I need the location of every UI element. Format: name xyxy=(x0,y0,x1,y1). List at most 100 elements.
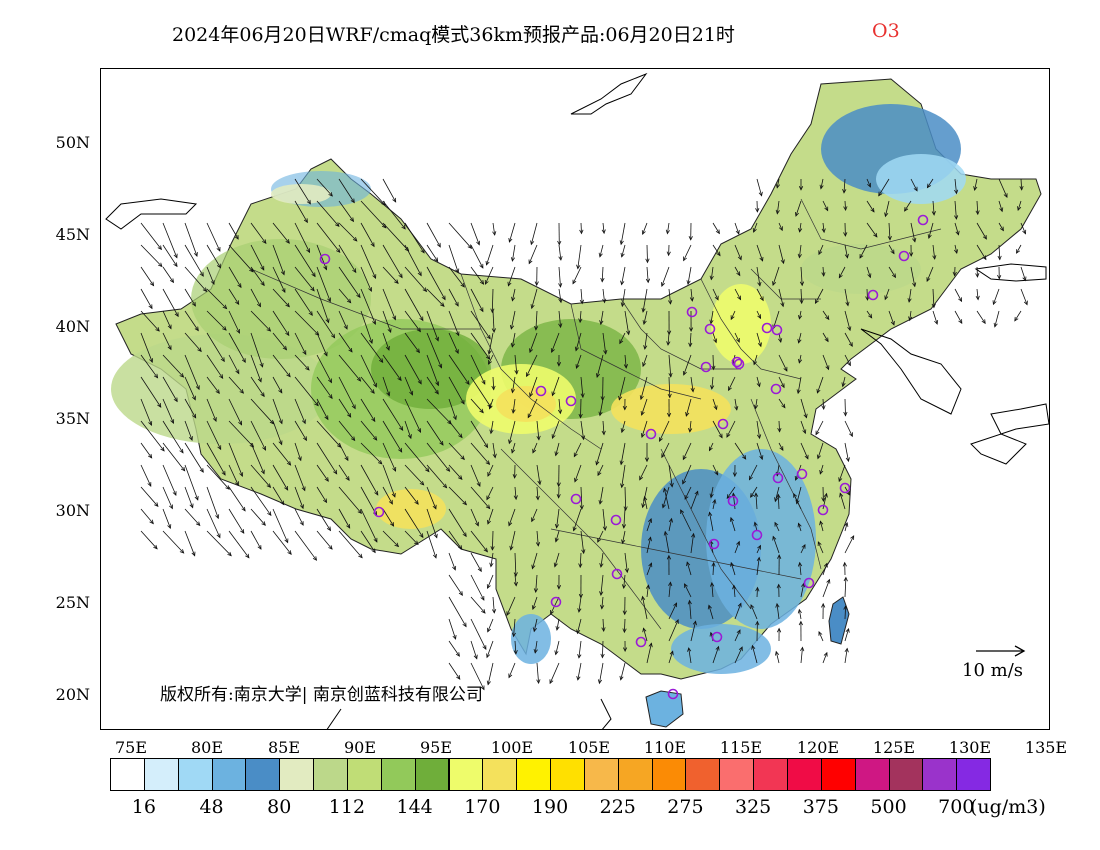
wind-arrow-head xyxy=(438,363,443,369)
wind-arrow xyxy=(513,618,516,637)
wind-arrow-head xyxy=(452,565,457,571)
wind-arrow-head xyxy=(462,500,468,506)
wind-arrow xyxy=(140,486,159,507)
wind-arrow-head xyxy=(955,230,960,236)
lat-label-45N: 45N xyxy=(55,225,90,244)
wind-arrow-head xyxy=(374,490,379,496)
wind-arrow xyxy=(470,244,484,269)
wind-arrow xyxy=(228,310,240,334)
wind-arrow xyxy=(668,464,673,487)
wind-arrow-head xyxy=(534,281,539,287)
wind-arrow xyxy=(382,178,397,203)
wind-arrow-head xyxy=(435,336,439,342)
wind-arrow xyxy=(404,442,430,472)
wind-arrow xyxy=(294,178,311,205)
wind-arrow xyxy=(492,530,494,550)
wind-arrow-head xyxy=(958,319,963,324)
wind-arrow-head xyxy=(345,476,350,481)
wind-arrow xyxy=(622,530,626,544)
wind-arrow-head xyxy=(356,293,361,299)
wind-arrow-head xyxy=(189,503,194,509)
wind-arrow xyxy=(577,662,582,680)
wind-arrow-head xyxy=(708,511,713,517)
wind-arrow-head xyxy=(487,519,491,525)
wind-arrow xyxy=(866,178,871,188)
wind-arrow xyxy=(668,518,672,532)
wind-arrow xyxy=(689,420,692,432)
wind-arrow xyxy=(250,398,274,425)
wind-arrow-head xyxy=(554,451,559,457)
wind-arrow xyxy=(756,332,762,347)
wind-arrow xyxy=(621,288,626,307)
wind-arrow xyxy=(664,531,670,554)
wind-arrow xyxy=(338,442,349,461)
wind-arrow xyxy=(404,332,420,353)
wind-arrow xyxy=(530,222,538,245)
wind-arrow xyxy=(228,354,240,374)
wind-arrow xyxy=(294,530,317,561)
wind-arrow-head xyxy=(821,497,826,503)
wind-arrow xyxy=(815,288,824,304)
wind-arrow xyxy=(624,354,627,368)
wind-arrow xyxy=(578,596,582,613)
wind-arrow-head xyxy=(772,535,777,541)
wind-arrow-head xyxy=(689,297,694,302)
wind-arrow-head xyxy=(799,299,804,305)
wind-arrow-head xyxy=(680,509,685,515)
colorbar-unit: (ug/m3) xyxy=(970,796,1046,818)
wind-arrow-head xyxy=(641,503,646,509)
wind-arrow xyxy=(514,574,517,586)
wind-arrow-head xyxy=(688,342,693,348)
wind-arrow-head xyxy=(310,286,315,292)
wind-arrow xyxy=(646,244,648,263)
wind-arrow-head xyxy=(663,530,668,536)
wind-arrow xyxy=(206,486,219,519)
wind-arrow-head xyxy=(776,583,781,589)
wind-arrow xyxy=(799,310,802,319)
wind-arrow xyxy=(680,509,692,532)
wind-arrow xyxy=(360,420,378,441)
wind-arrow-head xyxy=(661,453,666,459)
city-station-marker xyxy=(373,506,385,518)
wind-arrow xyxy=(316,244,327,270)
wind-arrow xyxy=(162,530,184,554)
wind-arrow xyxy=(470,574,485,601)
wind-arrow xyxy=(228,222,239,240)
wind-arrow-head xyxy=(982,255,987,261)
wind-arrow-head xyxy=(845,457,850,463)
wind-arrow-head xyxy=(891,273,896,279)
colorbar-swatch xyxy=(888,758,924,791)
wind-arrow-head xyxy=(716,251,721,257)
wind-arrow xyxy=(382,222,409,252)
wind-arrow xyxy=(338,464,350,481)
wind-arrow xyxy=(487,574,494,589)
wind-arrow xyxy=(998,244,1001,260)
wind-arrow-head xyxy=(235,369,240,375)
city-station-marker xyxy=(727,495,739,507)
wind-arrow-head xyxy=(579,229,584,235)
wind-arrow xyxy=(294,398,306,424)
wind-arrow-head xyxy=(818,630,823,636)
wind-arrow xyxy=(360,266,372,292)
wind-arrow-head xyxy=(641,230,646,236)
wind-arrow-head xyxy=(712,498,717,504)
wind-arrow xyxy=(448,530,463,550)
wind-arrow xyxy=(360,288,376,325)
wind-arrow-head xyxy=(620,302,625,308)
wind-arrow-head xyxy=(848,342,853,348)
wind-arrow-head xyxy=(842,561,847,567)
wind-arrow-head xyxy=(460,282,465,288)
wind-arrow-head xyxy=(278,419,283,425)
wind-arrow xyxy=(888,222,891,240)
wind-arrow xyxy=(162,288,179,317)
wind-arrow xyxy=(844,200,846,211)
wind-arrow xyxy=(690,533,694,554)
wind-arrow xyxy=(404,310,421,332)
wind-arrow xyxy=(140,222,162,250)
wind-arrow-head xyxy=(556,482,561,488)
wind-arrow-head xyxy=(684,583,688,588)
wind-arrow-head xyxy=(529,392,534,398)
wind-arrow-head xyxy=(441,295,446,301)
wind-arrow-head xyxy=(1003,193,1008,199)
wind-arrow-head xyxy=(992,300,997,306)
